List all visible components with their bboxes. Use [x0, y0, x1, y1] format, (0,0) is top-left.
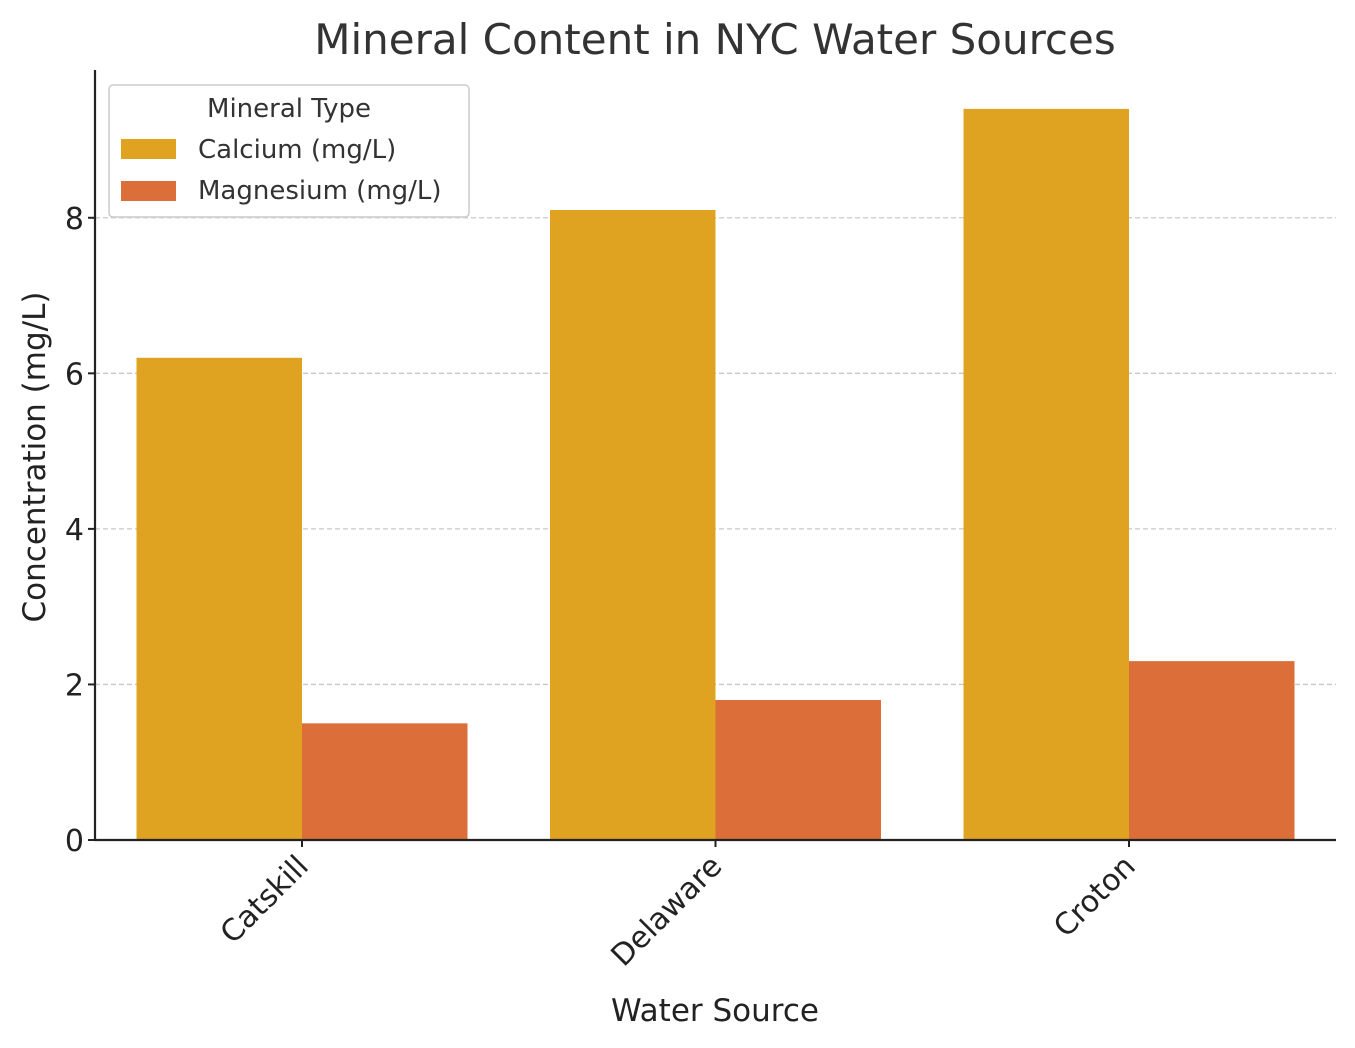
bar-delaware-calcium	[550, 210, 716, 840]
legend-swatch-magnesium	[121, 181, 176, 201]
bars	[136, 108, 1295, 840]
y-tick-label: 6	[65, 357, 84, 392]
chart-title: Mineral Content in NYC Water Sources	[314, 15, 1116, 64]
legend: Mineral Type Calcium (mg/L) Magnesium (m…	[108, 84, 470, 218]
bar-croton-magnesium	[1129, 661, 1295, 840]
legend-title: Mineral Type	[207, 94, 371, 124]
x-tick-label: Delaware	[604, 849, 729, 974]
y-tick-label: 8	[65, 202, 84, 237]
bar-catskill-magnesium	[302, 723, 468, 840]
y-axis-label: Concentration (mg/L)	[17, 292, 53, 623]
y-tick-label: 2	[65, 668, 84, 703]
legend-label-magnesium: Magnesium (mg/L)	[198, 176, 442, 206]
legend-box	[108, 84, 470, 218]
bar-croton-calcium	[963, 108, 1129, 840]
legend-swatch-calcium	[121, 139, 176, 159]
x-ticks: Catskill Delaware Croton	[214, 840, 1143, 974]
bar-catskill-calcium	[136, 357, 302, 840]
x-tick-label: Catskill	[214, 849, 316, 951]
x-tick-label: Croton	[1047, 849, 1143, 945]
bar-delaware-magnesium	[715, 700, 881, 840]
y-tick-label: 4	[65, 513, 84, 548]
legend-label-calcium: Calcium (mg/L)	[198, 135, 396, 165]
y-tick-label: 0	[65, 824, 84, 859]
x-axis-label: Water Source	[611, 993, 819, 1029]
y-ticks: 0 2 4 6 8	[65, 202, 95, 859]
